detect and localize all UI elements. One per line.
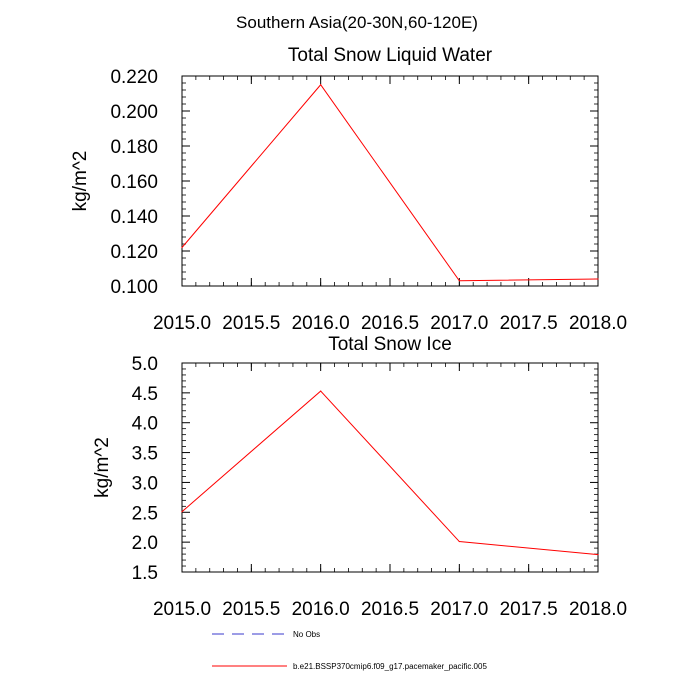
x-tick-label: 2015.5 xyxy=(222,313,280,334)
x-tick-label: 2016.5 xyxy=(361,599,419,620)
plot-panel-1: Total Snow Liquid Water kg/m^2 2015.0 2015.… xyxy=(70,45,627,334)
plot-title: Total Snow Liquid Water xyxy=(288,45,493,66)
legend-label-no-obs: No Obs xyxy=(293,630,320,639)
x-tick-label: 2017.5 xyxy=(500,313,558,334)
y-tick-label: 3.5 xyxy=(132,444,158,465)
plot-panel-2: Total Snow Ice kg/m^2 2015.0 2015.5 2016.0 20… xyxy=(92,334,627,620)
data-point xyxy=(320,390,322,392)
y-tick-label: 0.180 xyxy=(110,137,158,158)
y-tick-label: 0.120 xyxy=(110,242,158,263)
series-line-1 xyxy=(181,83,599,282)
y-tick-label: 1.5 xyxy=(132,563,158,584)
y-tick-label: 2.0 xyxy=(132,533,158,554)
y-tick-label: 5.0 xyxy=(132,354,158,375)
y-tick-label: 4.0 xyxy=(132,414,158,435)
y-tick-label: 0.100 xyxy=(110,277,158,298)
plot-frame xyxy=(181,362,599,573)
y-tick-label: 3.0 xyxy=(132,473,158,494)
x-tick-label: 2018.0 xyxy=(569,599,627,620)
x-tick-label: 2017.5 xyxy=(500,599,558,620)
series-line-1 xyxy=(181,390,599,556)
data-point xyxy=(458,540,460,543)
y-tick-label: 0.220 xyxy=(110,67,158,88)
y-axis-label: kg/m^2 xyxy=(92,437,113,498)
x-tick-label: 2017.0 xyxy=(430,599,488,620)
figure-title: Southern Asia(20-30N,60-120E) xyxy=(236,13,478,32)
x-tick-label: 2016.0 xyxy=(292,599,350,620)
y-axis-label: kg/m^2 xyxy=(70,151,91,212)
x-tick-label: 2015.0 xyxy=(153,599,211,620)
legend-label-model: b.e21.BSSP370cmip6.f09_g17.pacemaker_pac… xyxy=(293,662,487,671)
plot-title: Total Snow Ice xyxy=(328,334,452,355)
data-point xyxy=(320,84,322,86)
x-tick-label: 2016.5 xyxy=(361,313,419,334)
y-tick-label: 0.140 xyxy=(110,207,158,228)
data-point xyxy=(597,554,599,556)
y-tick-label: 0.200 xyxy=(110,102,158,123)
y-tick-label: 4.5 xyxy=(132,384,158,405)
x-tick-label: 2017.0 xyxy=(430,313,488,334)
data-point xyxy=(181,246,183,249)
data-point xyxy=(458,280,460,282)
x-tick-label: 2016.0 xyxy=(292,313,350,334)
y-tick-label: 0.160 xyxy=(110,172,158,193)
data-point xyxy=(181,511,183,513)
y-tick-label: 2.5 xyxy=(132,503,158,524)
x-tick-label: 2018.0 xyxy=(569,313,627,334)
data-point xyxy=(597,278,599,280)
legend: No Obs b.e21.BSSP370cmip6.f09_g17.pacema… xyxy=(212,630,487,671)
x-tick-label: 2015.0 xyxy=(153,313,211,334)
plot-frame xyxy=(181,75,599,287)
x-tick-label: 2015.5 xyxy=(222,599,280,620)
